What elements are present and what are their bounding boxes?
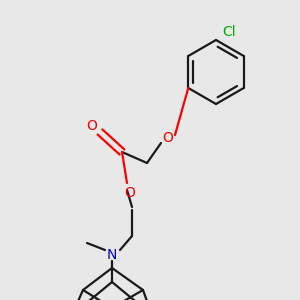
Text: O: O xyxy=(87,119,98,133)
Text: O: O xyxy=(163,131,173,145)
Text: Cl: Cl xyxy=(222,25,236,39)
Text: O: O xyxy=(124,186,135,200)
Text: N: N xyxy=(107,248,117,262)
